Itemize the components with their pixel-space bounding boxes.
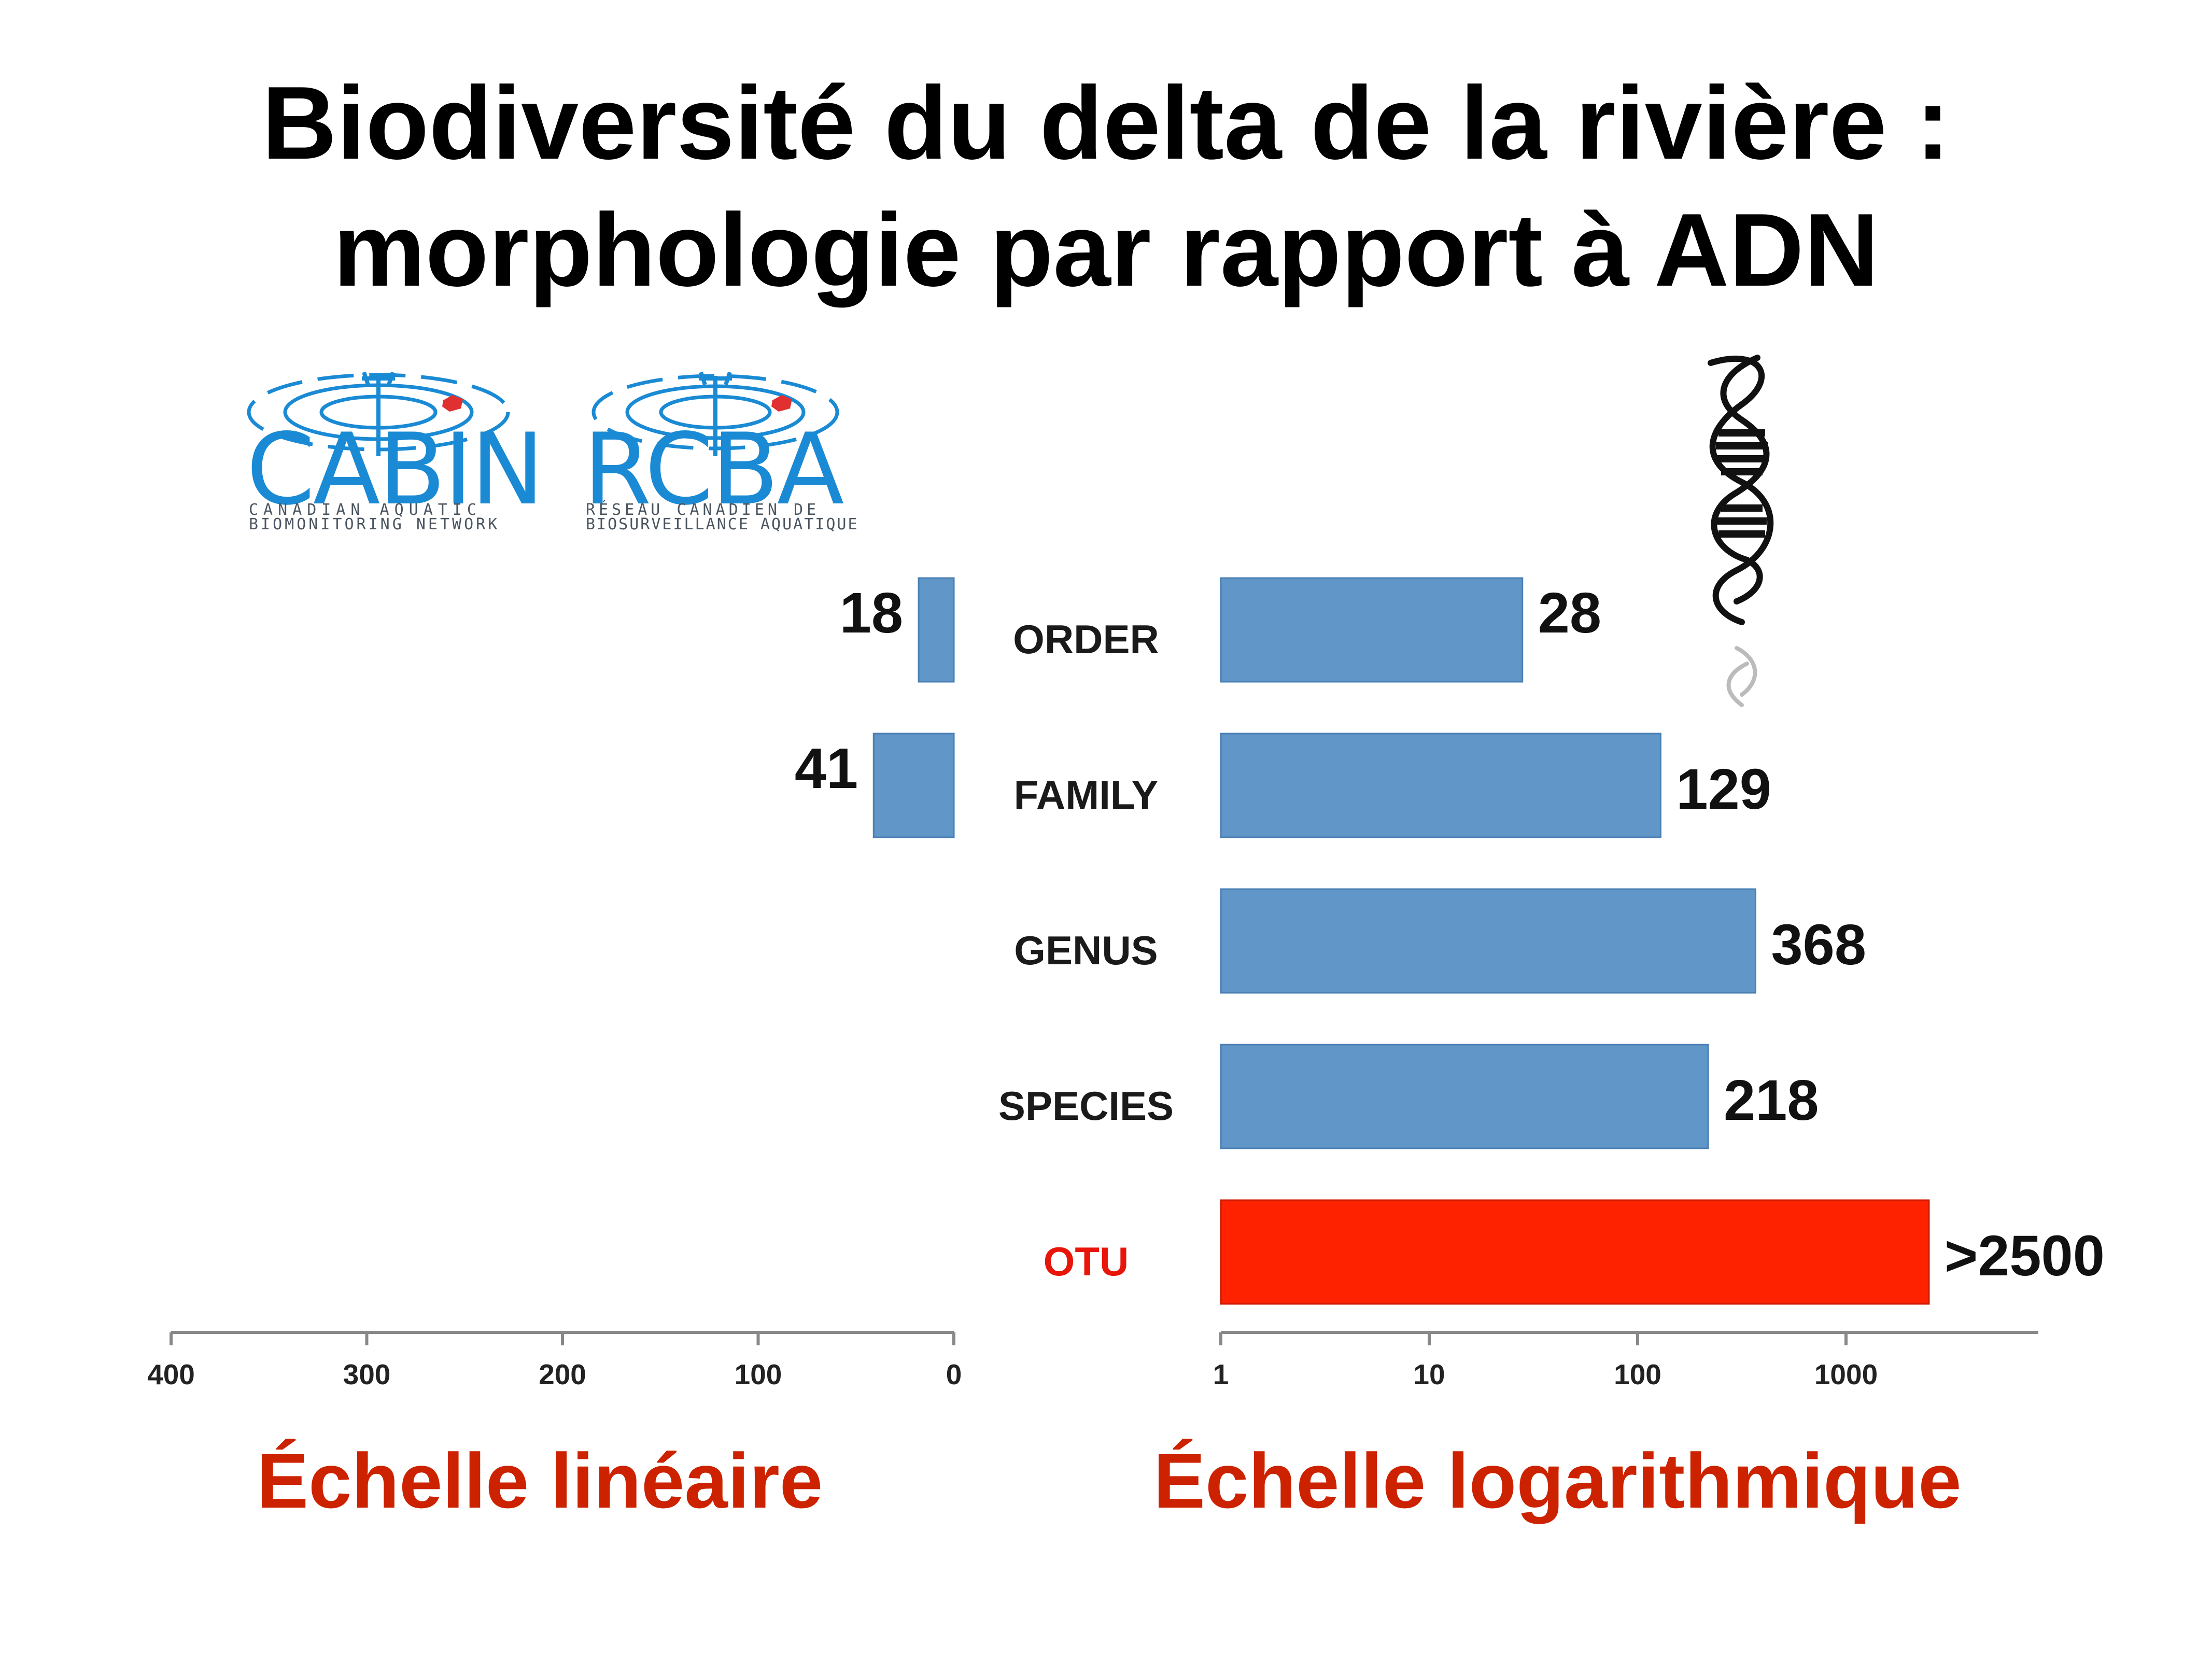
rcba-logo-word: RCBA xyxy=(583,412,844,527)
log-value-label-otu: >2500 xyxy=(1945,1224,2105,1288)
log-scale-chart: 1 10 100 1000 28 129 368 218 >2500 xyxy=(1213,577,2105,1390)
log-bar-family xyxy=(1220,733,1661,838)
cabin-logo-ripples xyxy=(247,371,510,456)
linear-tick-label-0: 0 xyxy=(946,1358,962,1390)
log-tick-label-10: 10 xyxy=(1413,1358,1445,1390)
log-value-label-genus: 368 xyxy=(1771,913,1866,977)
log-tick-label-1000: 1000 xyxy=(1814,1358,1878,1390)
linear-tick-label-300: 300 xyxy=(343,1358,391,1390)
rcba-logo-subtitle-1: RÉSEAU CANADIEN DE xyxy=(586,501,820,519)
page-title: Biodiversité du delta de la rivière : mo… xyxy=(0,60,2212,314)
linear-value-label-family: 41 xyxy=(795,737,858,800)
category-label-otu: OTU xyxy=(1044,1239,1129,1284)
category-label-family: FAMILY xyxy=(1014,772,1159,818)
linear-scale-label: Échelle linéaire xyxy=(257,1437,823,1524)
category-labels: ORDER FAMILY GENUS SPECIES OTU xyxy=(998,616,1174,1284)
log-bar-species xyxy=(1220,1044,1709,1149)
linear-value-label-order: 18 xyxy=(840,581,903,645)
dna-helix-icon xyxy=(1708,355,1774,707)
linear-tick-label-200: 200 xyxy=(539,1358,586,1390)
category-label-species: SPECIES xyxy=(998,1083,1174,1129)
log-tick-label-1: 1 xyxy=(1213,1358,1229,1390)
rcba-logo-ripples xyxy=(591,371,839,456)
log-bar-order xyxy=(1220,577,1524,683)
log-value-label-family: 129 xyxy=(1676,757,1771,821)
title-line-1: Biodiversité du delta de la rivière : xyxy=(262,65,1950,181)
category-label-order: ORDER xyxy=(1013,616,1159,662)
cabin-logo: CABIN CANADIAN AQUATIC BIOMONITORING NET… xyxy=(244,363,544,533)
cabin-logo-word: CABIN xyxy=(246,412,544,527)
linear-tick-label-100: 100 xyxy=(735,1358,782,1390)
log-bar-genus xyxy=(1220,888,1756,994)
log-bar-otu xyxy=(1220,1199,1930,1305)
linear-bar-order xyxy=(918,577,955,683)
category-label-genus: GENUS xyxy=(1014,927,1158,973)
linear-bar-family xyxy=(872,733,955,838)
rcba-logo: RCBA RÉSEAU CANADIEN DE BIOSURVEILLANCE … xyxy=(583,363,857,533)
log-scale-label: Échelle logarithmique xyxy=(1153,1437,1962,1524)
log-value-label-order: 28 xyxy=(1538,581,1601,645)
linear-scale-chart: 400 300 200 100 0 18 41 xyxy=(147,577,962,1390)
log-tick-label-100: 100 xyxy=(1614,1358,1661,1390)
title-line-2: morphologie par rapport à ADN xyxy=(333,192,1879,308)
log-value-label-species: 218 xyxy=(1724,1068,1819,1132)
rcba-logo-subtitle-2: BIOSURVEILLANCE AQUATIQUE xyxy=(586,515,859,533)
cabin-logo-subtitle-1: CANADIAN AQUATIC xyxy=(249,501,482,519)
cabin-logo-subtitle-2: BIOMONITORING NETWORK xyxy=(249,515,500,533)
linear-tick-label-400: 400 xyxy=(147,1358,195,1390)
